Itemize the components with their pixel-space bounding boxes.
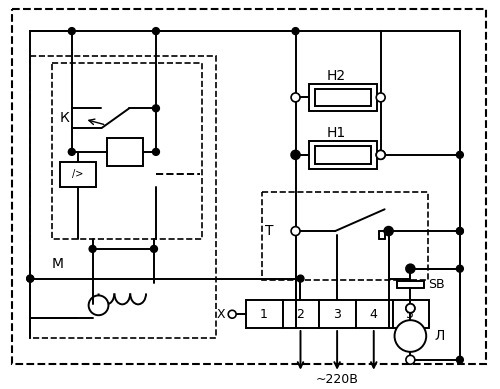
Circle shape [297, 275, 304, 282]
Circle shape [406, 264, 415, 273]
Text: H1: H1 [326, 126, 346, 140]
Text: 2: 2 [296, 308, 304, 321]
Circle shape [407, 265, 414, 272]
Bar [316, 146, 371, 164]
Circle shape [150, 245, 158, 252]
Circle shape [152, 149, 160, 155]
Text: T: T [265, 224, 274, 238]
Circle shape [456, 228, 464, 235]
Circle shape [152, 28, 160, 35]
Bar [262, 193, 428, 280]
Text: M: M [52, 257, 64, 271]
Text: X: X [216, 308, 225, 321]
Circle shape [406, 304, 415, 313]
Text: 1: 1 [260, 308, 268, 321]
Text: SB: SB [428, 278, 445, 291]
Circle shape [228, 310, 236, 318]
Bar [108, 138, 143, 166]
Circle shape [376, 93, 385, 102]
Bar [60, 162, 96, 186]
Text: H2: H2 [326, 68, 345, 82]
Circle shape [406, 355, 415, 364]
Circle shape [456, 265, 464, 272]
Circle shape [68, 28, 75, 35]
Text: 4: 4 [370, 308, 378, 321]
Circle shape [376, 151, 385, 159]
Circle shape [291, 227, 300, 235]
Circle shape [376, 151, 385, 159]
Bar [52, 63, 203, 239]
Circle shape [406, 304, 415, 313]
Bar [310, 141, 376, 169]
Text: />: /> [72, 169, 84, 179]
Bar [246, 300, 282, 328]
Circle shape [384, 227, 393, 235]
Circle shape [394, 320, 426, 352]
Bar [282, 300, 320, 328]
Circle shape [456, 356, 464, 363]
Circle shape [27, 275, 34, 282]
Bar [356, 300, 393, 328]
Circle shape [27, 275, 34, 282]
Circle shape [291, 93, 300, 102]
Text: К: К [60, 111, 70, 125]
Circle shape [292, 151, 299, 158]
Circle shape [152, 105, 160, 112]
Circle shape [385, 228, 392, 235]
Bar [320, 300, 356, 328]
Text: 3: 3 [333, 308, 341, 321]
Bar [316, 89, 371, 106]
Circle shape [68, 149, 75, 155]
Text: 5: 5 [406, 308, 414, 321]
Circle shape [88, 295, 108, 315]
Circle shape [291, 151, 300, 159]
Bar [310, 84, 376, 111]
Bar [30, 56, 216, 338]
Circle shape [456, 151, 464, 158]
Bar [392, 300, 429, 328]
Circle shape [89, 245, 96, 252]
Text: Л: Л [434, 329, 444, 343]
Text: ~220В: ~220В [316, 373, 358, 386]
Circle shape [292, 28, 299, 35]
Circle shape [456, 228, 464, 235]
